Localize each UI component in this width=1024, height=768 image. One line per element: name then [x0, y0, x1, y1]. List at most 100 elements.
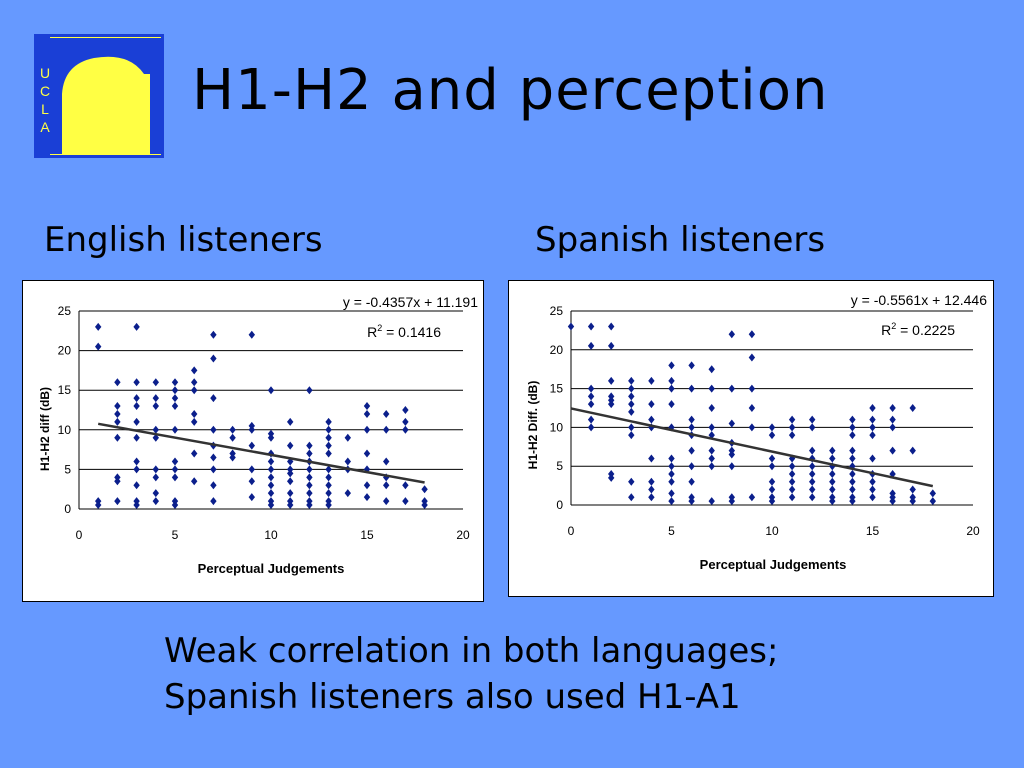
spanish-data-point: [708, 404, 715, 412]
english-data-point: [402, 497, 409, 506]
spanish-data-point: [628, 376, 635, 385]
spanish-data-point: [587, 392, 595, 401]
english-data-point: [210, 453, 217, 462]
spanish-data-point: [809, 462, 816, 471]
english-y-tick-label: 10: [58, 423, 72, 437]
spanish-x-axis-label: Perceptual Judgements: [700, 557, 847, 572]
spanish-data-point: [849, 431, 856, 440]
english-data-point: [325, 481, 332, 490]
english-data-point: [114, 402, 121, 411]
english-data-point: [191, 409, 198, 418]
english-data-point: [421, 501, 428, 510]
english-data-point: [171, 386, 179, 395]
logo-letter-u: U: [39, 65, 51, 81]
spanish-data-point: [688, 361, 695, 370]
english-data-point: [171, 501, 179, 510]
english-data-point: [95, 501, 102, 510]
spanish-data-point: [788, 431, 796, 440]
english-data-point: [267, 489, 275, 498]
logo-letter-c: C: [39, 83, 51, 99]
english-data-point: [229, 453, 236, 462]
english-data-point: [306, 501, 313, 510]
spanish-data-point: [587, 384, 595, 393]
english-data-point: [210, 465, 217, 474]
spanish-data-point: [628, 493, 635, 502]
spanish-data-point: [768, 454, 776, 463]
spanish-data-point: [587, 423, 595, 432]
english-data-point: [325, 465, 332, 474]
spanish-data-point: [929, 497, 936, 506]
spanish-data-point: [628, 400, 635, 409]
english-data-point: [114, 417, 121, 426]
spanish-data-point: [608, 341, 615, 350]
spanish-data-point: [748, 330, 756, 339]
spanish-x-tick-label: 5: [668, 524, 675, 538]
spanish-trendline: [570, 407, 934, 488]
english-data-point: [133, 465, 140, 474]
english-data-point: [133, 433, 140, 442]
english-x-tick-label: 20: [456, 528, 470, 542]
english-data-point: [325, 425, 332, 434]
english-data-point: [229, 433, 236, 442]
english-data-point: [383, 497, 390, 506]
english-data-point: [383, 409, 390, 418]
spanish-data-point: [889, 415, 896, 424]
english-x-tick-label: 10: [264, 528, 278, 542]
spanish-data-point: [668, 477, 675, 486]
spanish-data-point: [768, 431, 776, 440]
spanish-data-point: [648, 454, 655, 463]
spanish-data-point: [688, 462, 695, 471]
english-data-point: [267, 433, 275, 442]
english-data-point: [248, 465, 255, 474]
caption-line-2: Spanish listeners also used H1-A1: [164, 677, 741, 717]
english-data-point: [325, 449, 332, 458]
english-data-point: [152, 394, 159, 403]
spanish-data-point: [728, 330, 735, 339]
english-data-point: [171, 402, 179, 411]
spanish-data-point: [587, 415, 595, 424]
spanish-data-point: [708, 454, 715, 463]
spanish-data-point: [829, 485, 836, 494]
english-data-point: [210, 394, 217, 403]
english-data-point: [325, 489, 332, 498]
english-data-point: [306, 465, 313, 474]
spanish-data-point: [688, 384, 695, 393]
spanish-data-point: [849, 454, 856, 463]
spanish-x-tick-label: 15: [866, 524, 880, 538]
english-data-point: [152, 465, 159, 474]
ucla-logo: U C L A: [34, 34, 164, 158]
spanish-data-point: [889, 469, 896, 478]
spanish-y-axis-label: H1-H2 Diff. (dB): [526, 381, 540, 470]
english-x-tick-label: 15: [360, 528, 374, 542]
english-data-point: [171, 394, 179, 403]
english-data-point: [171, 425, 179, 434]
english-data-point: [210, 330, 217, 339]
english-data-point: [287, 417, 294, 426]
english-data-point: [171, 457, 179, 466]
english-data-point: [133, 481, 140, 490]
english-data-point: [363, 449, 371, 458]
english-x-axis-label: Perceptual Judgements: [198, 561, 345, 576]
spanish-data-point: [648, 493, 655, 502]
spanish-data-point: [567, 322, 575, 331]
spanish-data-point: [929, 489, 936, 498]
english-data-point: [383, 425, 390, 434]
english-heading: English listeners: [44, 220, 323, 260]
english-data-point: [152, 489, 159, 498]
english-data-point: [95, 342, 102, 351]
spanish-y-tick-label: 20: [550, 343, 564, 357]
spanish-data-point: [668, 489, 675, 498]
english-data-point: [267, 457, 275, 466]
english-data-point: [114, 477, 121, 486]
spanish-y-tick-label: 15: [550, 382, 564, 396]
english-data-point: [267, 481, 275, 490]
spanish-data-point: [788, 423, 796, 432]
english-y-tick-label: 25: [58, 304, 72, 318]
spanish-data-point: [909, 485, 916, 494]
spanish-data-point: [849, 469, 856, 478]
spanish-data-point: [889, 404, 896, 412]
spanish-x-tick-label: 20: [966, 524, 980, 538]
english-data-point: [363, 425, 371, 434]
english-data-point: [171, 473, 179, 482]
english-r2-label: R2 = 0.1416: [367, 323, 441, 340]
